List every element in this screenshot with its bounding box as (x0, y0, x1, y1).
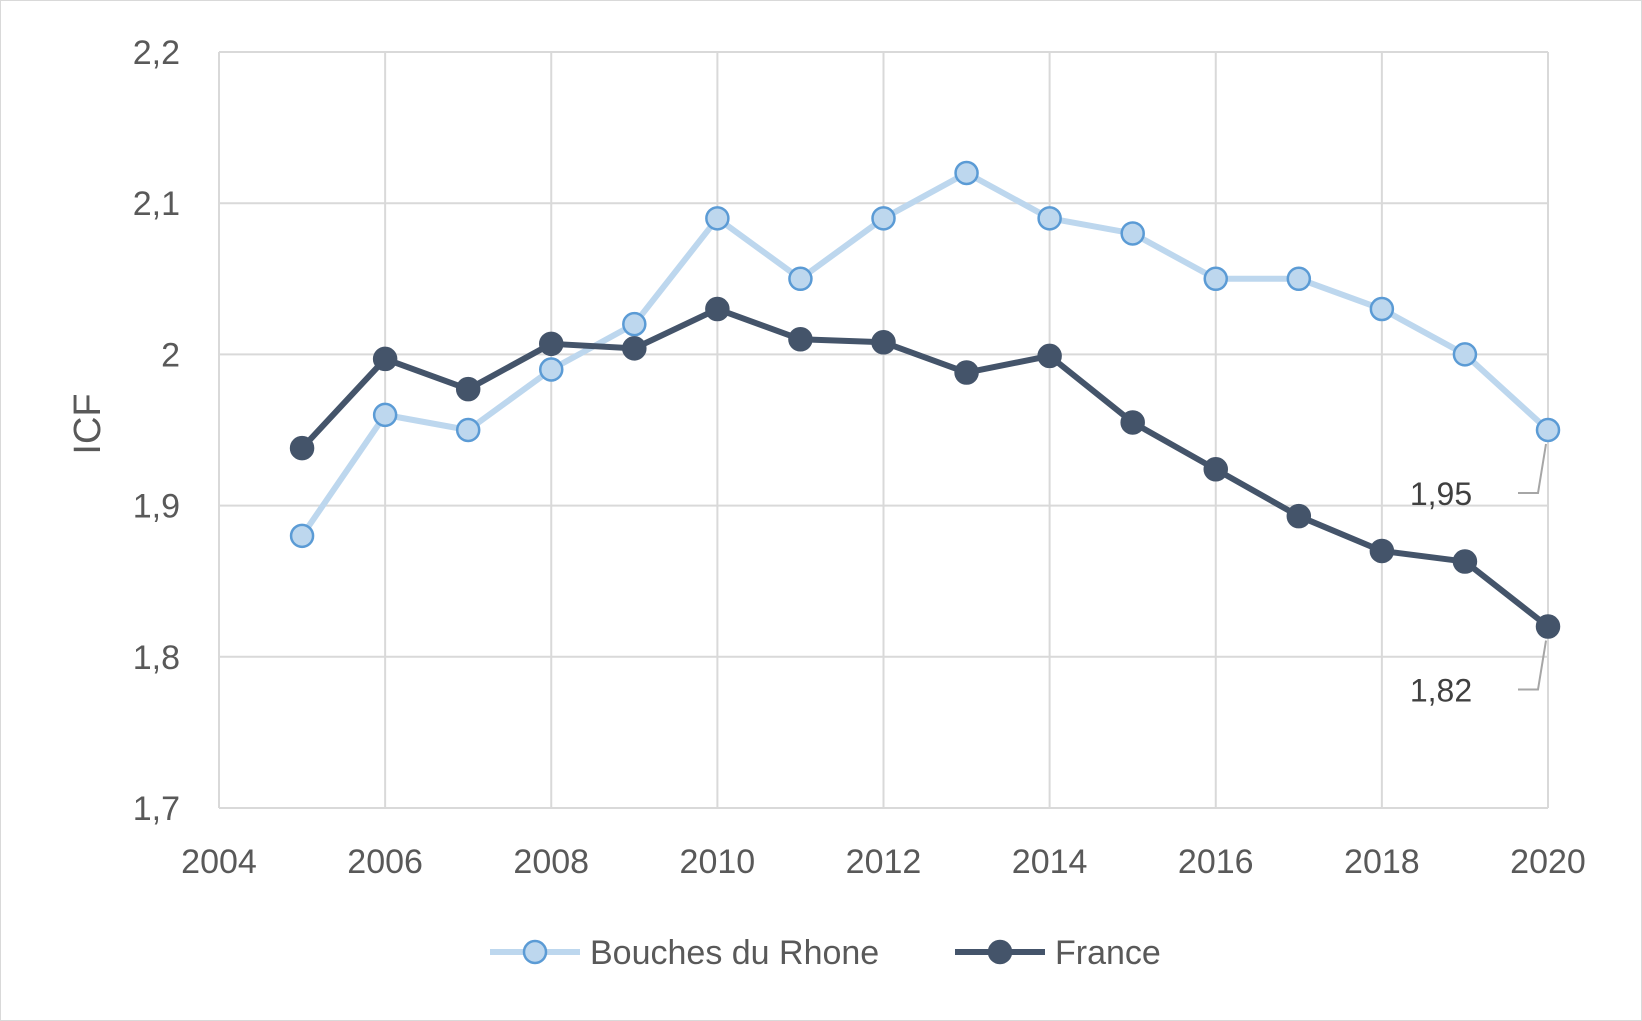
point-bouches-du-rhone-2020 (1535, 417, 1561, 443)
point-france-2011 (788, 327, 813, 352)
point-bouches-du-rhone-2006 (372, 402, 398, 428)
point-bouches-du-rhone-2016 (1203, 266, 1228, 292)
series-france (289, 296, 1561, 639)
legend-item-bouches-du-rhone: Bouches du Rhone (490, 934, 879, 972)
point-bouches-du-rhone-2013 (954, 160, 979, 186)
y-axis-title: ICF (67, 393, 109, 454)
y-tick-2-2: 2,2 (133, 34, 180, 72)
gridlines (218, 51, 1549, 809)
legend-item-france: France (955, 934, 1161, 972)
point-france-2014 (1037, 343, 1062, 369)
point-france-2006 (372, 346, 398, 372)
x-tick-2016: 2016 (1178, 843, 1254, 881)
annotations: 1,95 1,82 (1410, 443, 1547, 709)
point-bouches-du-rhone-2012 (871, 206, 896, 231)
series-line-france (299, 306, 1550, 629)
point-france-2005 (289, 435, 315, 461)
x-tick-2010: 2010 (680, 843, 756, 881)
point-france-2015 (1120, 410, 1145, 435)
point-bouches-du-rhone-2007 (455, 417, 481, 443)
x-tick-2008: 2008 (513, 843, 589, 881)
x-tick-2020: 2020 (1510, 843, 1586, 881)
point-bouches-du-rhone-2010 (705, 206, 730, 231)
point-france-2019 (1452, 549, 1478, 574)
legend-marker-bouches-du-rhone (522, 939, 548, 965)
annotation-bouches-du-rhone-label: 1,95 (1410, 476, 1472, 512)
point-bouches-du-rhone-2005 (289, 523, 315, 549)
tick-labels: 2004 2006 2008 2010 2012 2014 2016 2018 2020 1,7 1… (133, 34, 1586, 881)
point-bouches-du-rhone-2017 (1286, 266, 1312, 292)
legend: Bouches du Rhone France (490, 934, 1161, 972)
y-tick-1-9: 1,9 (133, 488, 180, 526)
point-bouches-du-rhone-2009 (622, 311, 647, 337)
point-bouches-du-rhone-2011 (788, 266, 813, 292)
point-france-2012 (871, 330, 896, 355)
point-bouches-du-rhone-2014 (1037, 206, 1062, 231)
point-france-2008 (539, 331, 564, 357)
legend-label-bouches-du-rhone: Bouches du Rhone (590, 934, 879, 972)
point-france-2018 (1369, 538, 1395, 564)
point-france-2007 (455, 376, 481, 402)
point-france-2016 (1203, 457, 1228, 482)
y-tick-1-7: 1,7 (133, 790, 180, 828)
annotation-france-leader (1518, 640, 1547, 691)
y-tick-1-8: 1,8 (133, 639, 180, 677)
point-bouches-du-rhone-2015 (1120, 221, 1145, 246)
x-tick-2004: 2004 (181, 843, 257, 881)
point-bouches-du-rhone-2018 (1369, 296, 1395, 322)
x-tick-2014: 2014 (1012, 843, 1088, 881)
point-bouches-du-rhone-2008 (539, 357, 564, 382)
series-bouches-du-rhone (289, 160, 1561, 549)
point-bouches-du-rhone-2019 (1452, 342, 1478, 367)
x-tick-2006: 2006 (347, 843, 423, 881)
point-france-2009 (622, 336, 647, 361)
annotation-france-label: 1,82 (1410, 673, 1472, 709)
point-france-2020 (1535, 614, 1561, 639)
x-tick-2018: 2018 (1344, 843, 1420, 881)
annotation-bouches-du-rhone-leader (1518, 443, 1547, 494)
y-tick-2-1: 2,1 (133, 185, 180, 223)
x-tick-2012: 2012 (846, 843, 922, 881)
series-layer (289, 160, 1561, 639)
point-france-2013 (954, 360, 979, 385)
point-france-2010 (705, 296, 730, 322)
point-france-2017 (1286, 503, 1312, 529)
legend-label-france: France (1055, 934, 1161, 972)
legend-marker-france (987, 939, 1013, 965)
y-tick-2: 2 (161, 336, 180, 374)
series-line-bouches-du-rhone (299, 169, 1551, 538)
